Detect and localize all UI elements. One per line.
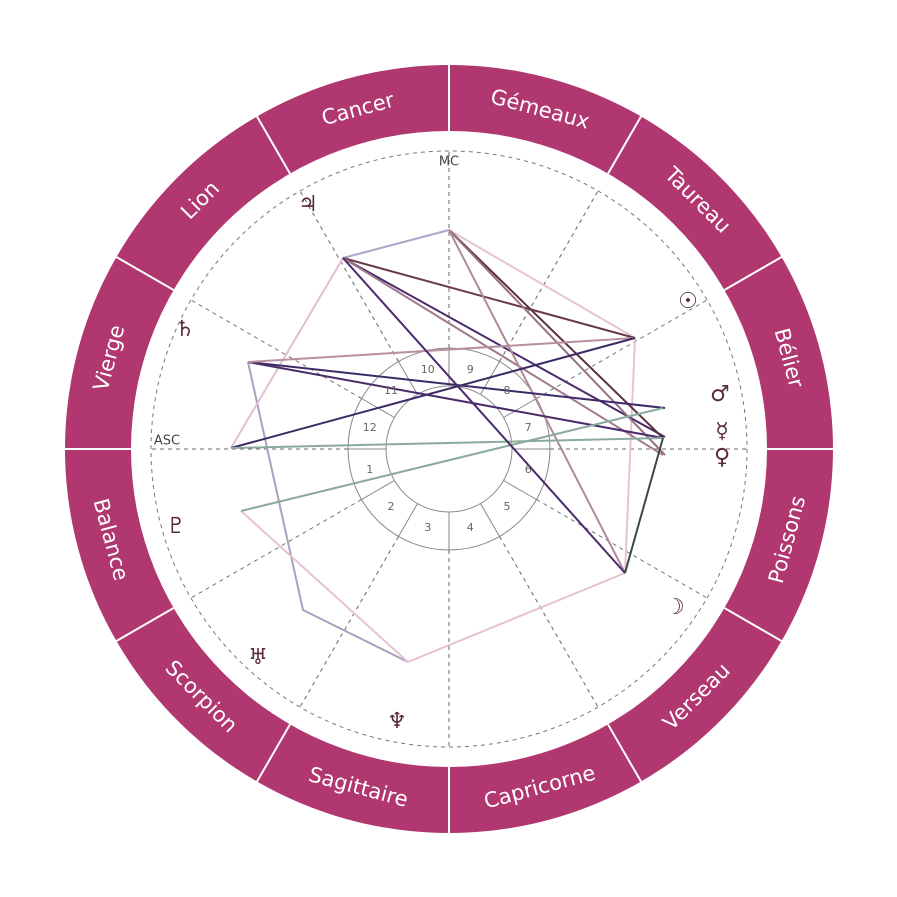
house-tick [503,480,537,500]
house-cusp [299,536,399,708]
planet-glyph: ☉ [678,289,698,314]
dashed-circle [150,150,748,748]
planet-glyph: ♂ [710,382,730,407]
planet-glyph: ☽ [665,595,685,620]
sign-divider [607,723,642,783]
planet-glyph: ♄ [175,317,195,342]
house-cusp [299,190,399,362]
planet-glyph: ☿ [715,419,729,444]
house-number: 4 [467,521,474,534]
sign-divider [115,256,175,291]
aspect-line [230,257,344,449]
sign-divider [115,607,175,642]
aspect-line [342,257,664,456]
planet-glyph: ♅ [248,645,268,670]
aspect-line [247,337,636,363]
house-tick [503,398,537,418]
aspect-line [342,257,666,438]
aspect-line [230,337,636,449]
planet-glyph: ♇ [166,514,186,539]
aspects [230,229,666,664]
sign-divider [256,115,291,175]
house-number: 7 [525,421,532,434]
aspect-line [247,361,409,663]
aspect-line [342,257,626,574]
house-number: 8 [503,384,510,397]
aspect-line [342,229,450,259]
house-number: 5 [503,500,510,513]
house-cusp [536,499,708,599]
chart-area [131,131,767,767]
house-number: 1 [366,463,373,476]
house-tick [480,503,500,537]
aspect-line [230,437,664,449]
house-cusp [190,299,362,399]
aspect-line [448,229,626,574]
house-number: 9 [467,363,474,376]
aspect-line [624,437,664,574]
house-tick [398,503,418,537]
house-tick [361,480,395,500]
asc-label: ASC [154,434,180,449]
house-number: 3 [424,521,431,534]
house-number: 12 [363,421,377,434]
house-number: 6 [525,463,532,476]
house-tick [398,361,418,395]
planet-glyph: ♆ [387,709,407,734]
house-cusp [499,536,599,708]
sign-divider [723,607,783,642]
aspect-line [240,407,664,512]
aspect-line [342,257,636,339]
house-number: 10 [421,363,435,376]
mc-label: MC [439,155,459,170]
sign-divider [256,723,291,783]
house-cusp [190,499,362,599]
sign-divider [607,115,642,175]
planet-glyph: ♀ [714,445,730,470]
sign-divider [723,256,783,291]
house-number: 11 [384,384,398,397]
planet-glyph: ♃ [298,192,318,217]
house-cusp [499,190,599,362]
house-number: 2 [388,500,395,513]
